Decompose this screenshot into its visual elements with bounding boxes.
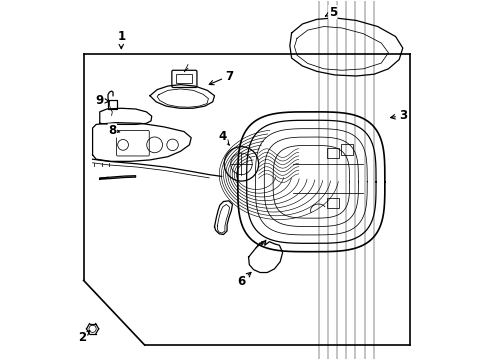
- FancyBboxPatch shape: [327, 198, 339, 208]
- Text: 6: 6: [237, 273, 251, 288]
- Text: 3: 3: [391, 109, 407, 122]
- FancyBboxPatch shape: [341, 144, 353, 154]
- FancyBboxPatch shape: [172, 70, 197, 87]
- Text: 5: 5: [325, 6, 337, 19]
- FancyBboxPatch shape: [108, 100, 117, 109]
- Text: 8: 8: [108, 124, 120, 137]
- FancyBboxPatch shape: [117, 131, 149, 156]
- FancyBboxPatch shape: [327, 148, 339, 158]
- FancyBboxPatch shape: [176, 74, 192, 83]
- Text: 7: 7: [209, 69, 233, 85]
- Text: 1: 1: [117, 30, 125, 49]
- Text: 9: 9: [96, 94, 109, 107]
- Text: 4: 4: [219, 130, 229, 145]
- Text: 2: 2: [78, 330, 90, 343]
